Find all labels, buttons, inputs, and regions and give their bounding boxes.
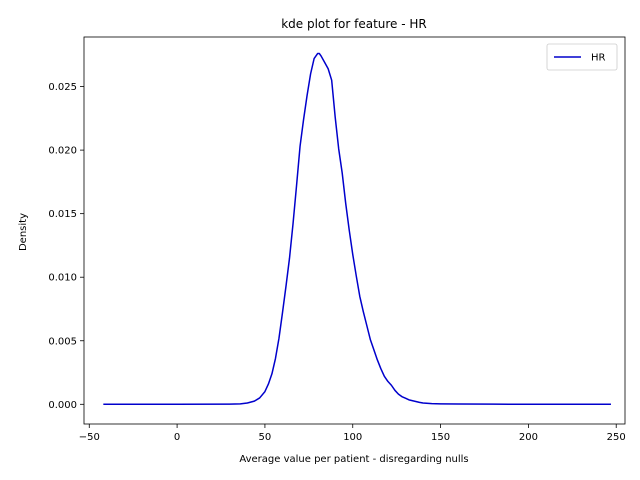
x-tick-label: −50: [79, 432, 100, 443]
y-tick-label: 0.020: [48, 146, 77, 157]
x-tick-label: 150: [431, 432, 450, 443]
x-axis-label: Average value per patient - disregarding…: [239, 454, 468, 465]
x-tick-label: 200: [519, 432, 538, 443]
chart-title: kde plot for feature - HR: [281, 17, 427, 31]
x-tick-label: 250: [607, 432, 626, 443]
series-line-hr: [103, 52, 611, 406]
x-tick-label: 50: [259, 432, 272, 443]
y-tick-label: 0.025: [48, 82, 77, 93]
y-axis-label: Density: [18, 213, 29, 251]
x-tick-label: 0: [174, 432, 180, 443]
legend: HR: [546, 43, 618, 71]
plot-area: [83, 36, 626, 425]
legend-label: HR: [591, 53, 606, 64]
y-axis-ticks: 0.000 0.005 0.010 0.015 0.020 0.025: [48, 82, 84, 411]
y-tick-label: 0.015: [48, 209, 77, 220]
x-axis-ticks: −50 0 50 100 150 200 250: [79, 424, 626, 443]
y-tick-label: 0.000: [48, 400, 77, 411]
y-tick-label: 0.010: [48, 273, 77, 284]
y-tick-label: 0.005: [48, 336, 77, 347]
axes-frame: [83, 36, 626, 425]
legend-box: [546, 43, 618, 71]
x-tick-label: 100: [343, 432, 362, 443]
